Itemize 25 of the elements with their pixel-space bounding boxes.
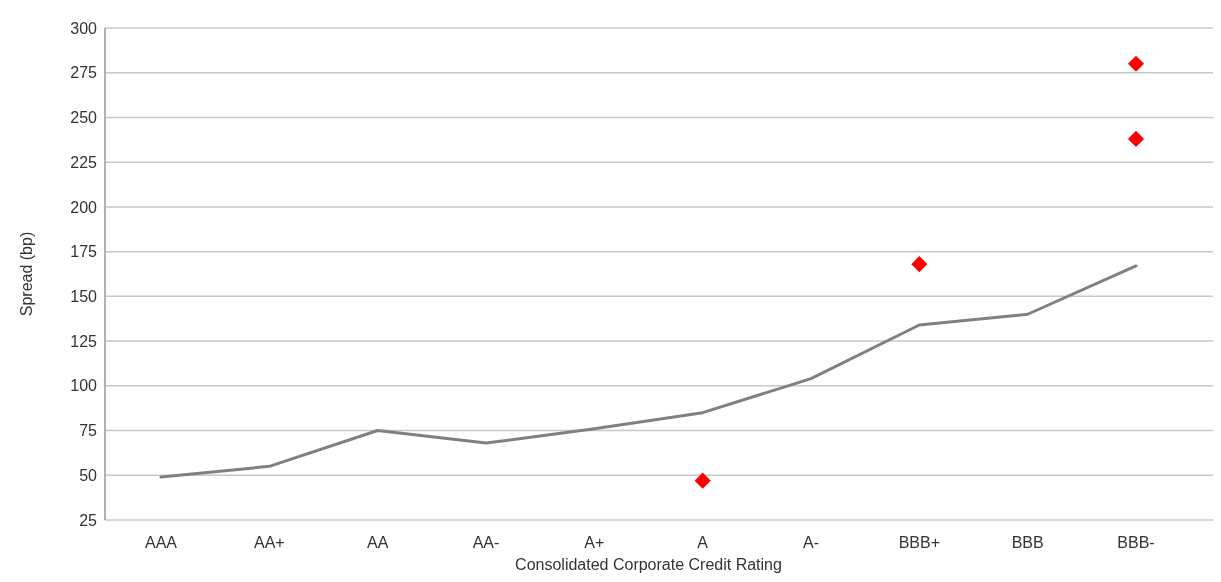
y-tick-label: 225: [70, 153, 98, 171]
y-tick-label: 175: [70, 243, 98, 261]
y-tick-label: 300: [70, 19, 98, 37]
y-tick-label: 150: [70, 287, 98, 305]
y-tick-label: 125: [70, 332, 98, 350]
x-tick-label: A-: [803, 534, 819, 551]
x-tick-label: AA-: [472, 534, 500, 551]
x-axis-title: Consolidated Corporate Credit Rating: [515, 556, 782, 573]
line-series: [159, 264, 1138, 479]
x-tick-label: BBB: [1011, 534, 1044, 551]
x-tick-label: A+: [584, 534, 605, 551]
y-tick-label: 200: [70, 198, 98, 216]
x-tick-label: AA: [366, 534, 389, 551]
y-tick-label: 25: [79, 511, 98, 529]
x-tick-label: AAA: [144, 534, 178, 551]
y-tick-label: 275: [70, 64, 98, 82]
x-tick-label: A: [697, 534, 709, 551]
y-tick-label: 75: [79, 422, 98, 440]
y-tick-label: 50: [79, 466, 98, 484]
x-tick-label: AA+: [253, 534, 285, 551]
y-axis-title: Spread (bp): [18, 231, 35, 317]
y-tick-label: 250: [70, 109, 98, 127]
x-tick-label: BBB+: [898, 534, 941, 551]
x-tick-label: BBB-: [1117, 534, 1155, 551]
y-tick-label: 100: [70, 377, 98, 395]
